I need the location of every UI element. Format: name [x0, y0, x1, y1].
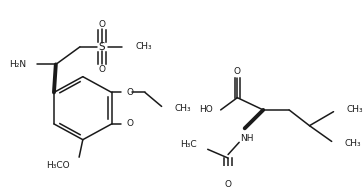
- Text: O: O: [225, 180, 232, 188]
- Text: H₂N: H₂N: [9, 60, 26, 69]
- Text: O: O: [99, 65, 106, 74]
- Text: HO: HO: [200, 105, 213, 114]
- Text: H₃C: H₃C: [180, 139, 197, 149]
- Text: CH₃: CH₃: [175, 104, 191, 113]
- Text: H₃CO: H₃CO: [46, 161, 70, 171]
- Text: O: O: [99, 20, 106, 29]
- Text: CH₃: CH₃: [347, 105, 363, 114]
- Text: O: O: [234, 67, 241, 76]
- Text: CH₃: CH₃: [135, 42, 152, 51]
- Text: NH: NH: [240, 134, 253, 143]
- Text: S: S: [99, 42, 105, 52]
- Text: O: O: [126, 119, 134, 128]
- Text: CH₃: CH₃: [344, 139, 361, 148]
- Text: O: O: [126, 88, 134, 97]
